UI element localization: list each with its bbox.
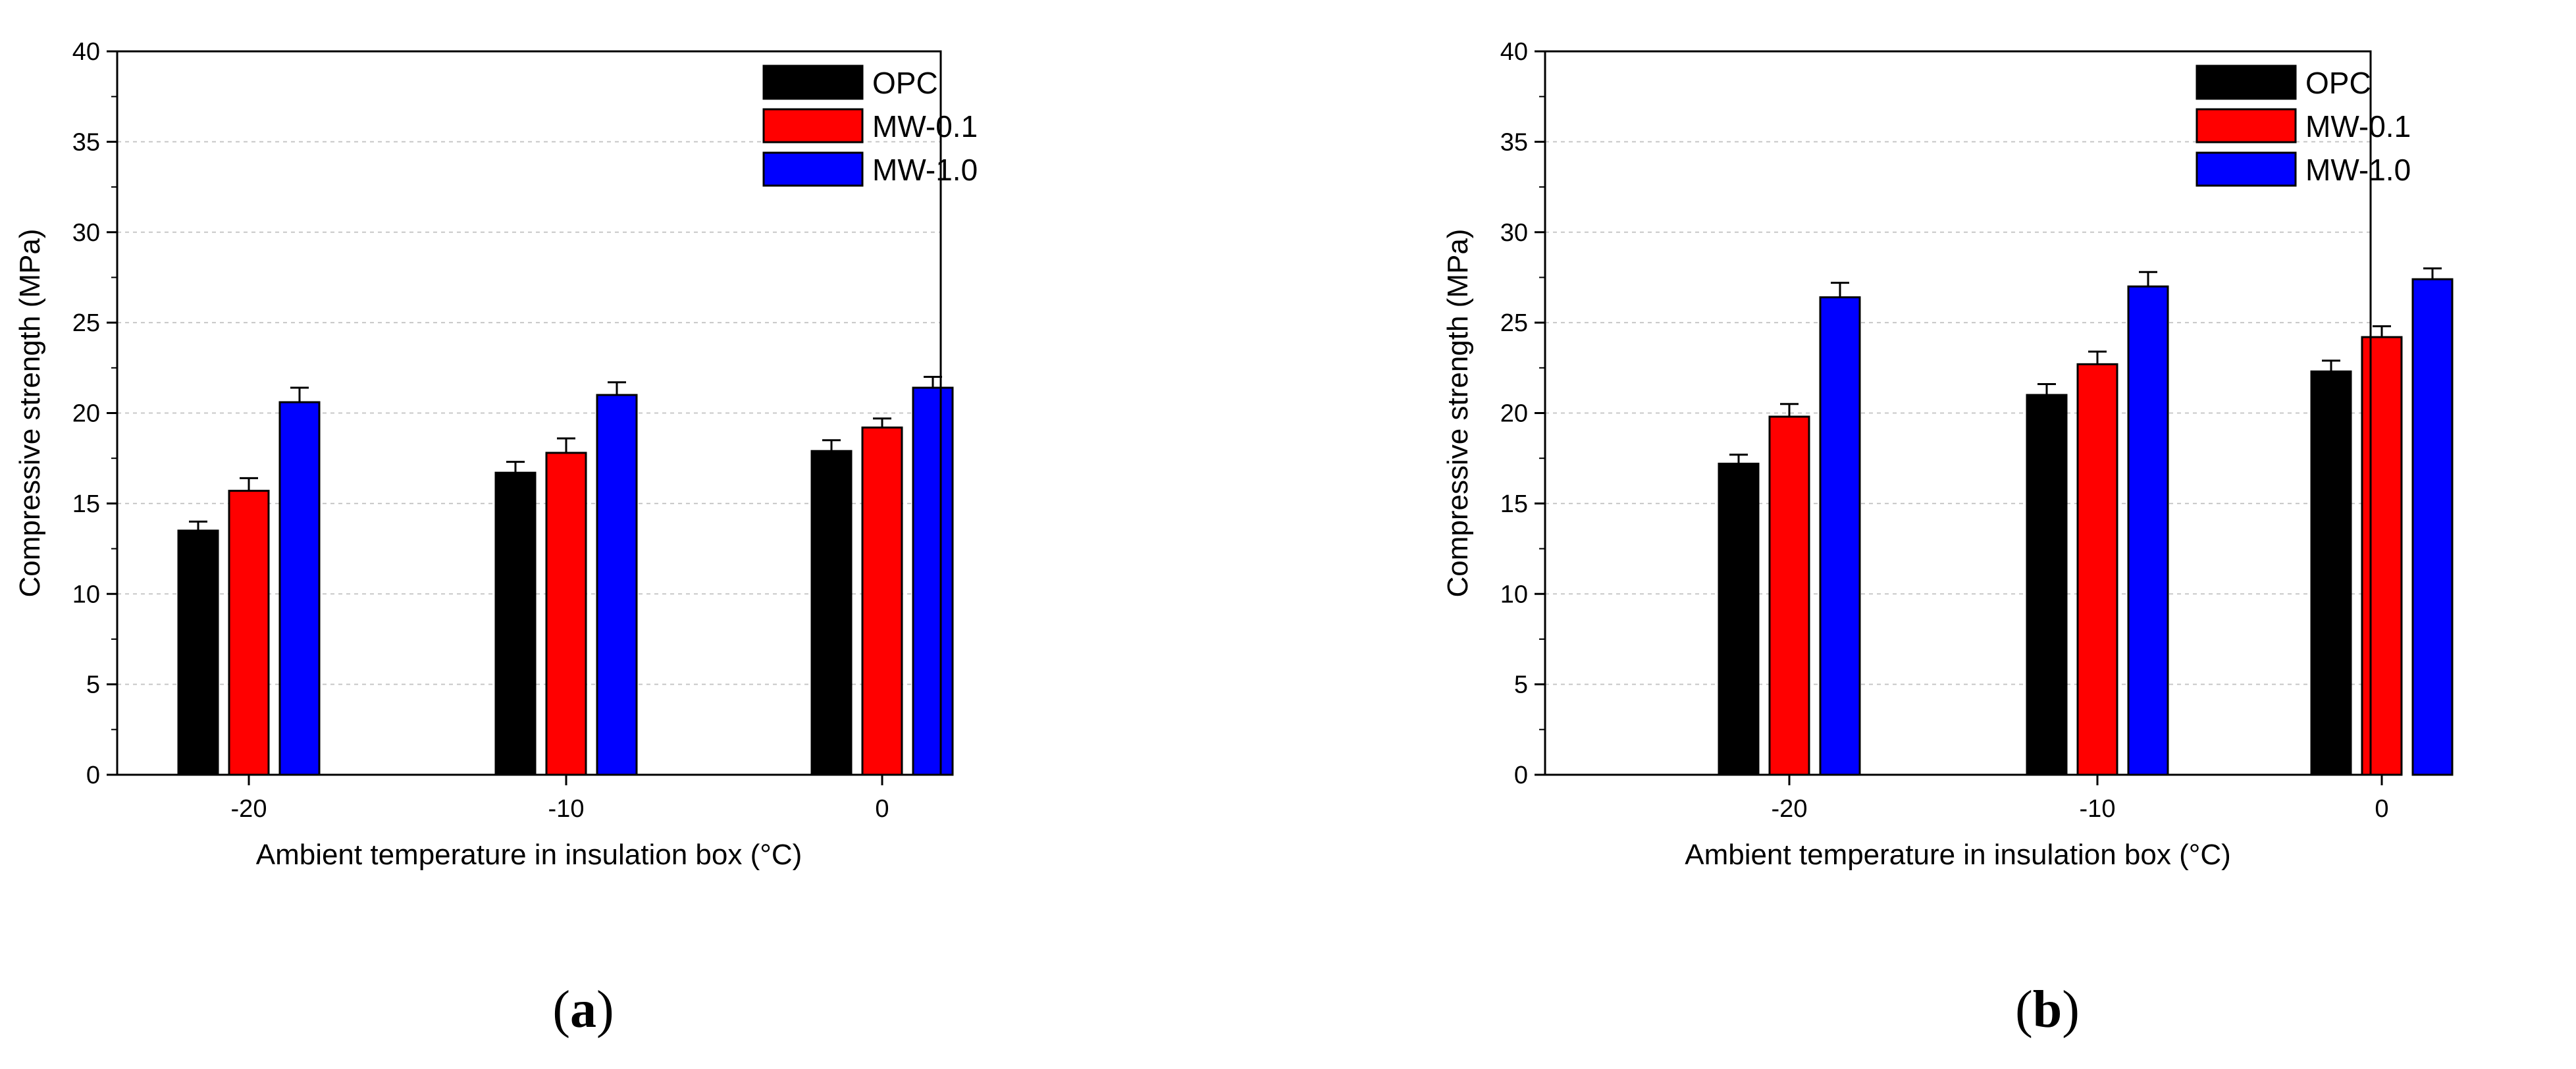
x-tick-label: -10 bbox=[548, 795, 585, 823]
y-tick-label: 40 bbox=[72, 38, 100, 66]
y-tick-label: 10 bbox=[1500, 581, 1528, 608]
panel-label-open: ( bbox=[2015, 981, 2033, 1039]
legend-label: MW-1.0 bbox=[2305, 153, 2411, 187]
legend-swatch bbox=[2195, 65, 2297, 100]
error-bar bbox=[557, 437, 575, 453]
y-tick-label: 25 bbox=[72, 309, 100, 337]
bar-mw-10-0 bbox=[2411, 278, 2454, 776]
error-bar bbox=[2423, 267, 2442, 280]
error-bar bbox=[822, 439, 841, 452]
y-axis-label: Compressive strength (MPa) bbox=[14, 229, 46, 598]
error-bar bbox=[1780, 403, 1799, 417]
bar-mw-01-m10 bbox=[545, 452, 587, 776]
legend-label: MW-1.0 bbox=[872, 153, 978, 187]
error-bar bbox=[189, 520, 207, 531]
legend-swatch bbox=[762, 151, 864, 187]
y-tick-label: 5 bbox=[86, 671, 100, 699]
bar-mw-01-m10 bbox=[2076, 363, 2118, 776]
error-bar bbox=[2139, 271, 2157, 287]
x-axis-label: Ambient temperature in insulation box (°… bbox=[256, 839, 802, 871]
legend-label: OPC bbox=[872, 66, 938, 100]
chart-panel-a: 0 5 10 15 20 25 30 35 40 -20 -10 0 Ambient temperatu… bbox=[14, 38, 978, 1039]
x-tick-label: -10 bbox=[2080, 795, 2116, 823]
panel-label: (b) bbox=[2015, 981, 2080, 1039]
legend-label: MW-0.1 bbox=[2305, 109, 2411, 143]
bar-mw-01-m20 bbox=[228, 490, 270, 776]
x-tick-label: 0 bbox=[875, 795, 889, 823]
legend-label: OPC bbox=[2305, 66, 2371, 100]
error-bar bbox=[2322, 359, 2340, 372]
y-tick-label: 15 bbox=[1500, 490, 1528, 518]
x-tick-label: 0 bbox=[2375, 795, 2388, 823]
panel-label-letter: b bbox=[2033, 981, 2063, 1039]
bar-mw-10-m20 bbox=[278, 401, 321, 776]
legend-label: MW-0.1 bbox=[872, 109, 978, 143]
panel-label: (a) bbox=[552, 981, 614, 1039]
bar-opc-m20 bbox=[177, 529, 219, 776]
y-tick-label: 15 bbox=[72, 490, 100, 518]
y-tick-label: 0 bbox=[1514, 762, 1528, 789]
bar-opc-0 bbox=[2310, 370, 2352, 776]
bar-mw-10-m20 bbox=[1819, 296, 1861, 776]
bar-opc-m20 bbox=[1718, 462, 1760, 776]
bar-opc-m10 bbox=[2026, 394, 2068, 776]
y-tick-label: 35 bbox=[72, 128, 100, 156]
error-bar bbox=[240, 477, 258, 491]
error-bar bbox=[924, 376, 942, 388]
bar-mw-01-0 bbox=[861, 426, 903, 776]
y-tick-label: 20 bbox=[72, 400, 100, 428]
y-tick-label: 10 bbox=[72, 581, 100, 608]
y-tick-label: 35 bbox=[1500, 128, 1528, 156]
y-tick-label: 0 bbox=[86, 762, 100, 789]
legend-swatch bbox=[762, 108, 864, 143]
panel-label-letter: a bbox=[570, 981, 596, 1039]
y-tick-label: 25 bbox=[1500, 309, 1528, 337]
bar-opc-m10 bbox=[494, 471, 537, 776]
y-tick-label: 5 bbox=[1514, 671, 1528, 699]
panel-label-open: ( bbox=[552, 981, 570, 1039]
error-bar bbox=[2373, 325, 2391, 338]
error-bar bbox=[2037, 383, 2056, 396]
error-bar bbox=[506, 461, 525, 473]
bar-mw-10-m10 bbox=[596, 394, 638, 776]
legend-swatch bbox=[762, 65, 864, 100]
x-axis-label: Ambient temperature in insulation box (°… bbox=[1685, 839, 2231, 871]
error-bar bbox=[290, 386, 309, 403]
legend-swatch bbox=[2195, 108, 2297, 143]
error-bar bbox=[873, 417, 891, 428]
legend: OPC MW-0.1 MW-1.0 bbox=[2195, 65, 2411, 187]
bar-mw-10-0 bbox=[912, 386, 954, 776]
error-bar bbox=[2088, 350, 2107, 365]
y-axis-label: Compressive strength (MPa) bbox=[1442, 229, 1474, 598]
bar-mw-01-m20 bbox=[1768, 415, 1810, 776]
y-tick-label: 30 bbox=[1500, 219, 1528, 247]
x-tick-label: -20 bbox=[231, 795, 267, 823]
panel-label-close: ) bbox=[596, 981, 614, 1039]
y-tick-label: 20 bbox=[1500, 400, 1528, 428]
chart-panel-b: 0 5 10 15 20 25 30 35 40 -20 -10 0 Ambient temperatu… bbox=[1442, 38, 2454, 1039]
error-bar bbox=[1831, 282, 1849, 298]
bar-mw-10-m10 bbox=[2127, 285, 2169, 776]
legend: OPC MW-0.1 MW-1.0 bbox=[762, 65, 978, 187]
bar-mw-01-0 bbox=[2361, 336, 2403, 776]
error-bar bbox=[1729, 454, 1748, 464]
bar-opc-0 bbox=[810, 450, 853, 776]
x-tick-label: -20 bbox=[1772, 795, 1808, 823]
error-bar bbox=[608, 381, 626, 396]
y-tick-label: 40 bbox=[1500, 38, 1528, 66]
y-tick-label: 30 bbox=[72, 219, 100, 247]
legend-swatch bbox=[2195, 151, 2297, 187]
panel-label-close: ) bbox=[2062, 981, 2080, 1039]
